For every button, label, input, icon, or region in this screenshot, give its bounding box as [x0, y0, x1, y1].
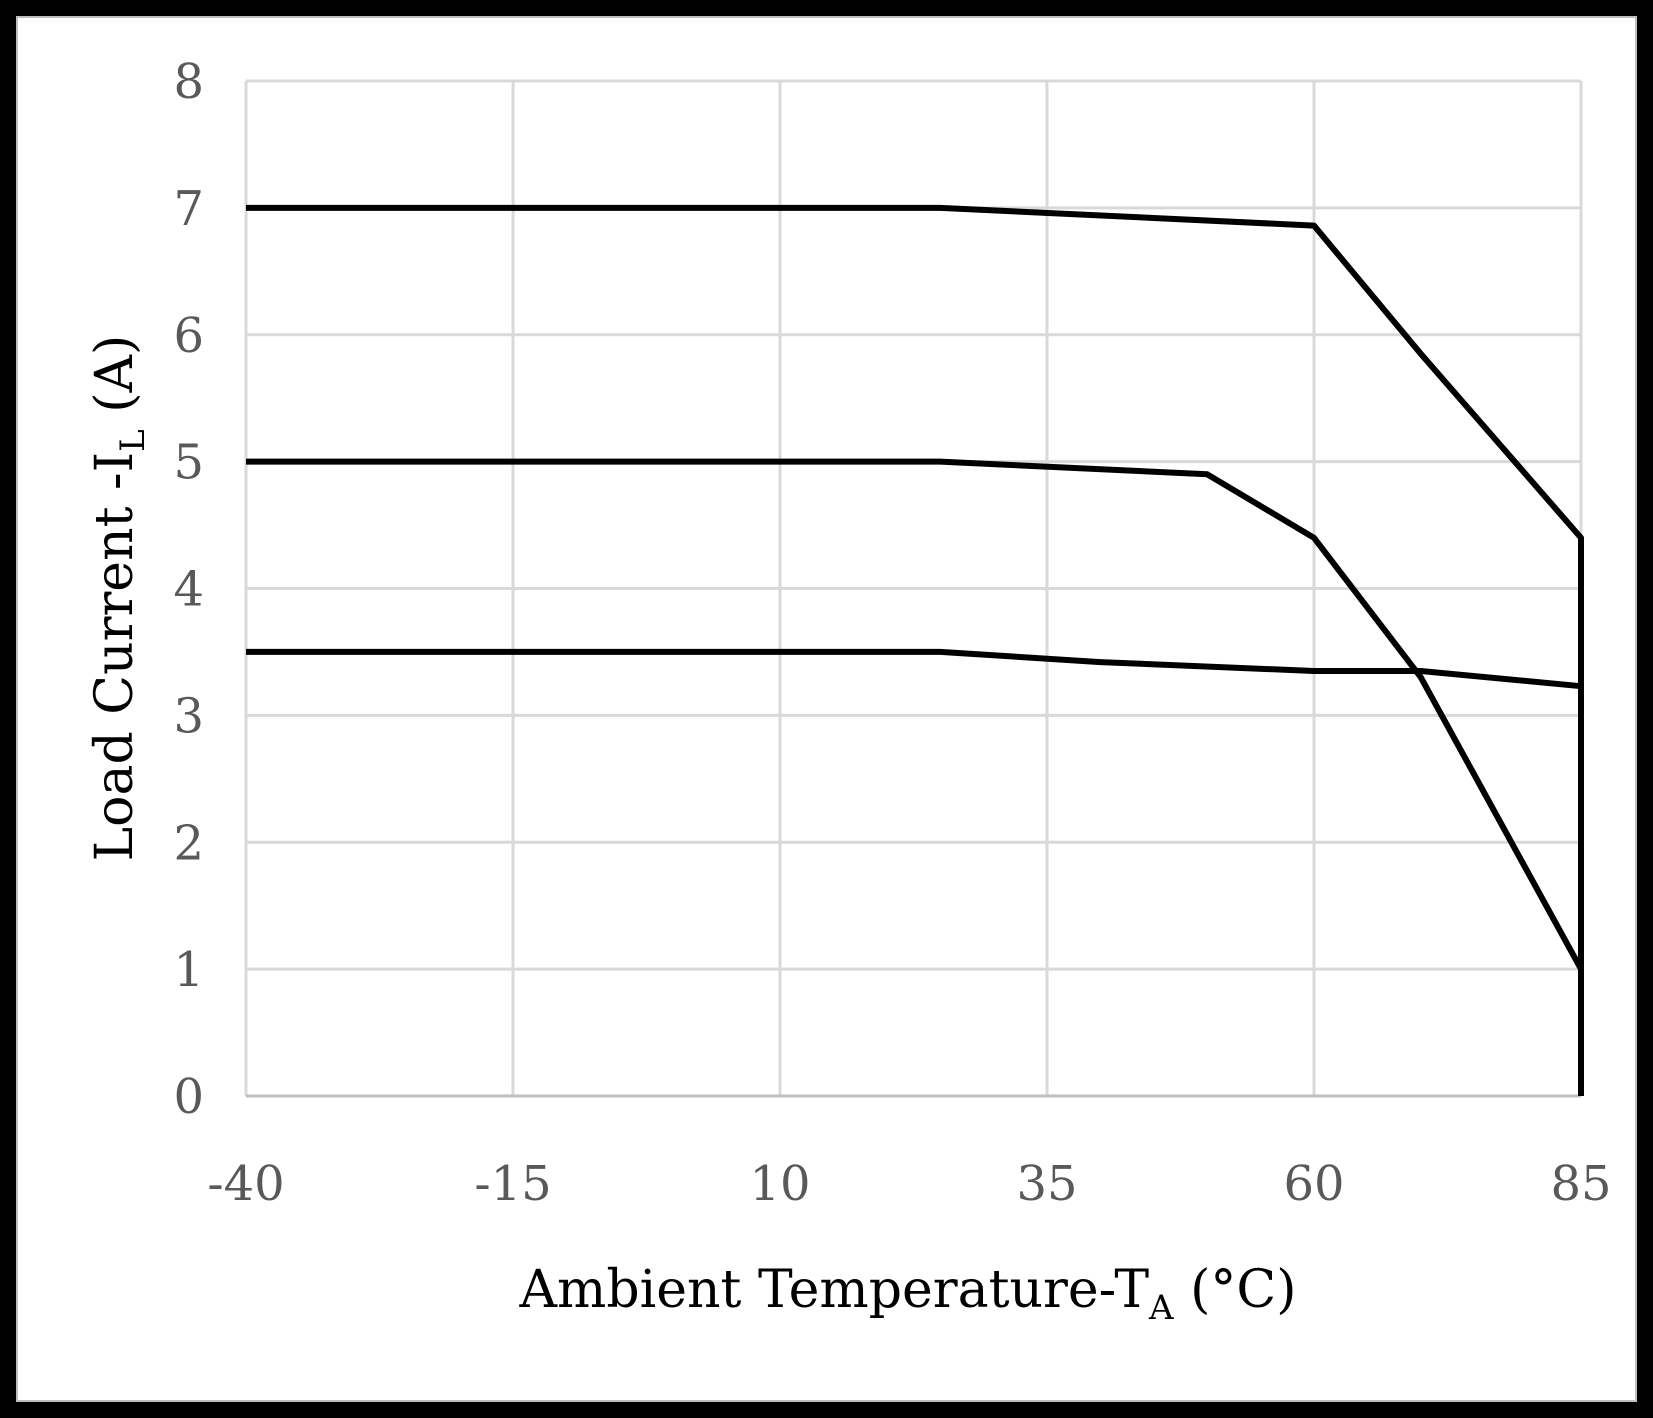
y-axis-title-main: Load Current -I	[85, 452, 145, 861]
series-line-curve-5A	[246, 458, 1584, 971]
series-line-curve-3.5A	[246, 648, 1582, 690]
y-tick-label: 4	[173, 562, 204, 618]
y-tick-label: 3	[173, 688, 204, 744]
y-axis-ticks: 0 1 2 3 4 5 6 7 8	[173, 54, 204, 1125]
x-tick-label: 10	[749, 1156, 810, 1212]
y-tick-label: 2	[173, 815, 204, 871]
y-tick-label: 8	[173, 54, 204, 110]
y-axis-title-unit: (A)	[85, 335, 145, 430]
y-tick-label: 0	[173, 1069, 204, 1125]
y-tick-label: 7	[173, 181, 204, 237]
x-tick-label: -40	[207, 1156, 284, 1212]
series-layer	[246, 204, 1584, 1096]
y-axis-title: Load Current -IL (A)	[85, 335, 153, 862]
x-tick-label: -15	[474, 1156, 551, 1212]
x-axis-ticks: -40 -15 10 35 60 85	[207, 1156, 1611, 1212]
chart-inner-border	[16, 16, 1637, 1402]
x-axis-title-unit: (°C)	[1174, 1260, 1297, 1320]
x-tick-label: 35	[1016, 1156, 1077, 1212]
y-tick-label: 6	[173, 308, 204, 364]
grid	[244, 79, 1583, 1098]
x-axis-title: Ambient Temperature-TA (°C)	[519, 1260, 1297, 1328]
x-tick-label: 85	[1550, 1156, 1611, 1212]
y-axis-title-sub: L	[113, 429, 153, 452]
x-tick-label: 60	[1283, 1156, 1344, 1212]
x-axis-title-sub: A	[1148, 1288, 1174, 1328]
y-tick-label: 1	[173, 942, 204, 998]
y-tick-label: 5	[173, 435, 204, 491]
x-axis-title-main: Ambient Temperature-T	[519, 1260, 1150, 1320]
series-line-curve-7A	[246, 204, 1584, 1096]
